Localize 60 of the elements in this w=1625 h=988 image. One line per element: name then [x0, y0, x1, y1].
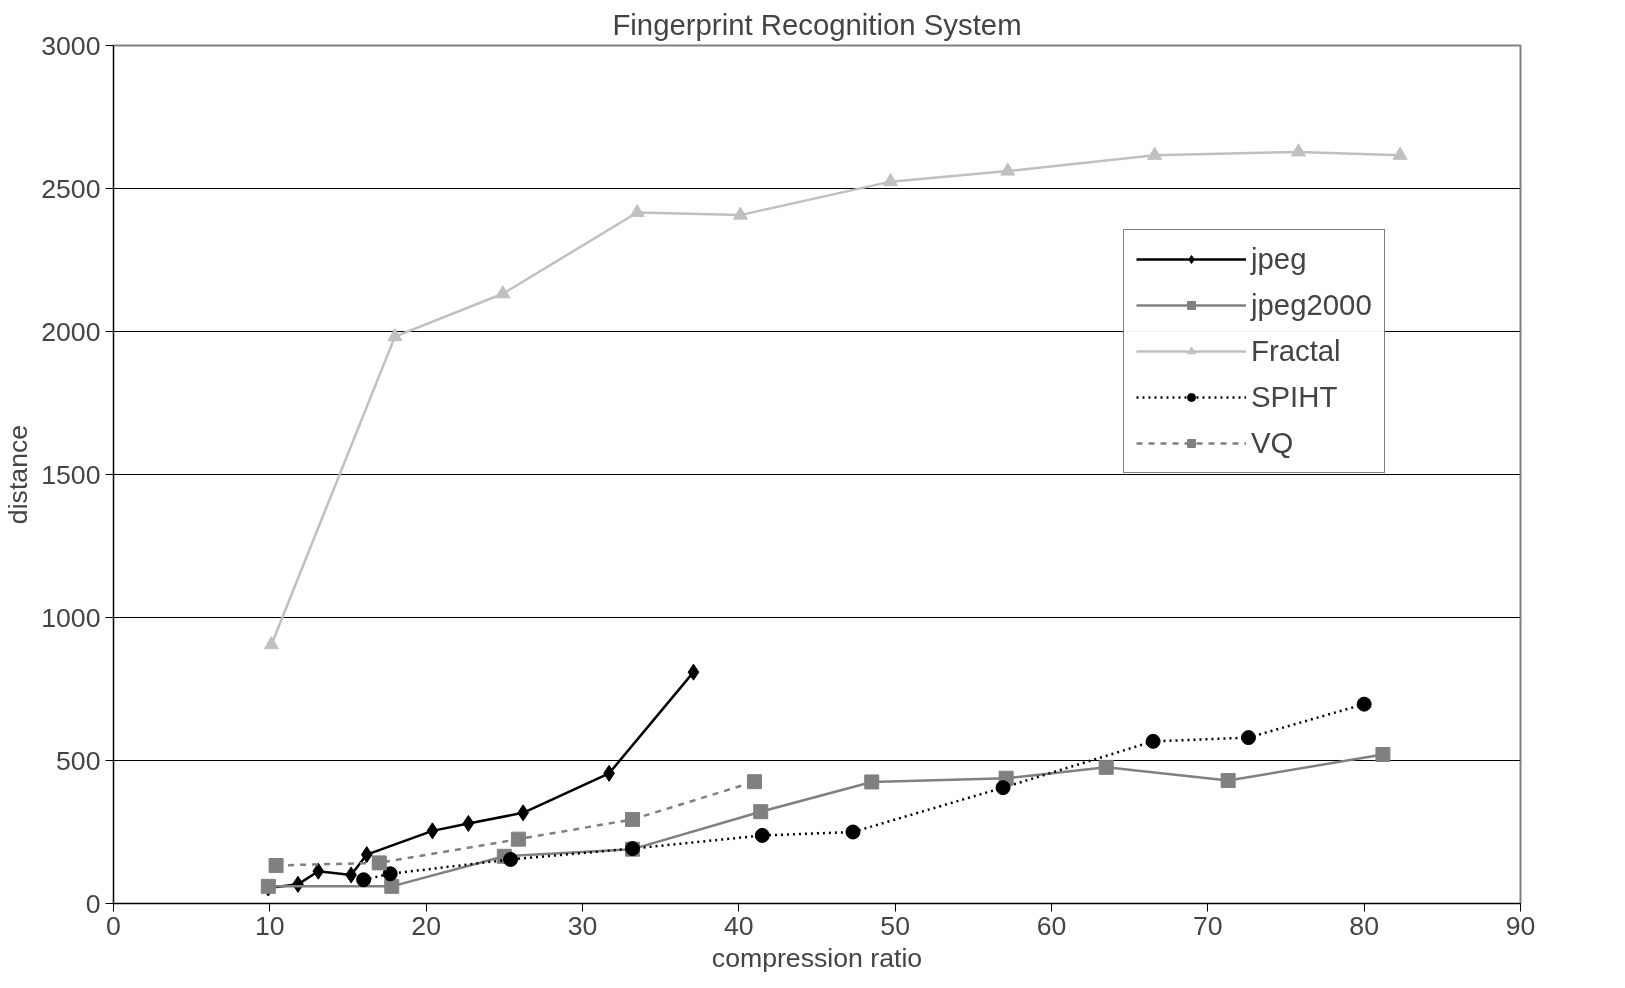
- point: [1291, 143, 1307, 157]
- y-tick-label: 3000: [41, 30, 101, 61]
- point: [371, 855, 387, 871]
- point: [629, 203, 645, 218]
- point: [312, 862, 325, 880]
- point: [1145, 733, 1161, 749]
- x-tick-label: 30: [567, 910, 598, 941]
- point: [1375, 746, 1391, 762]
- y-tick-label: 500: [56, 745, 101, 776]
- x-axis-title: compression ratio: [711, 942, 923, 973]
- legend-label: VQ: [1251, 426, 1294, 460]
- legend-label: SPIHT: [1251, 380, 1338, 414]
- y-axis-title: distance: [3, 424, 34, 525]
- point: [1147, 146, 1163, 160]
- point: [387, 328, 403, 342]
- x-tick-label: 0: [106, 910, 121, 941]
- point: [1220, 773, 1236, 789]
- point: [864, 774, 880, 790]
- point: [360, 846, 373, 864]
- point: [1240, 730, 1256, 746]
- point: [1000, 162, 1016, 176]
- legend-label: jpeg: [1251, 242, 1307, 276]
- x-tick-label: 40: [724, 910, 754, 941]
- point: [845, 824, 861, 840]
- point: [995, 780, 1011, 796]
- y-tick-label: 2000: [41, 316, 101, 347]
- point: [1392, 146, 1408, 160]
- point: [754, 827, 770, 843]
- point: [382, 866, 398, 882]
- point: [1098, 759, 1114, 775]
- point: [687, 663, 700, 681]
- point: [503, 851, 519, 867]
- x-tick-label: 10: [255, 910, 285, 941]
- y-tick-label: 1500: [41, 459, 101, 490]
- point: [746, 774, 762, 790]
- point: [882, 173, 898, 187]
- point: [510, 831, 526, 847]
- x-tick-label: 80: [1349, 910, 1379, 941]
- chart-title: Fingerprint Recognition System: [612, 7, 1022, 41]
- legend-label: Fractal: [1251, 334, 1341, 368]
- point: [263, 636, 279, 650]
- y-tick-label: 1000: [41, 602, 101, 633]
- point: [625, 811, 641, 827]
- x-tick-label: 90: [1505, 910, 1536, 941]
- x-tick-label: 60: [1036, 910, 1067, 941]
- y-tick-label: 2500: [41, 173, 101, 204]
- x-tick-label: 50: [880, 910, 910, 941]
- point: [732, 206, 748, 220]
- point: [384, 878, 400, 894]
- point: [753, 804, 769, 820]
- point: [426, 822, 439, 840]
- x-tick-label: 20: [411, 910, 441, 941]
- x-tick-label: 70: [1193, 910, 1223, 941]
- y-tick-label: 0: [85, 888, 101, 919]
- point: [462, 814, 475, 832]
- point: [1356, 696, 1372, 712]
- point: [356, 872, 372, 888]
- point: [268, 857, 284, 873]
- point: [495, 285, 511, 299]
- legend-label: jpeg2000: [1251, 288, 1372, 322]
